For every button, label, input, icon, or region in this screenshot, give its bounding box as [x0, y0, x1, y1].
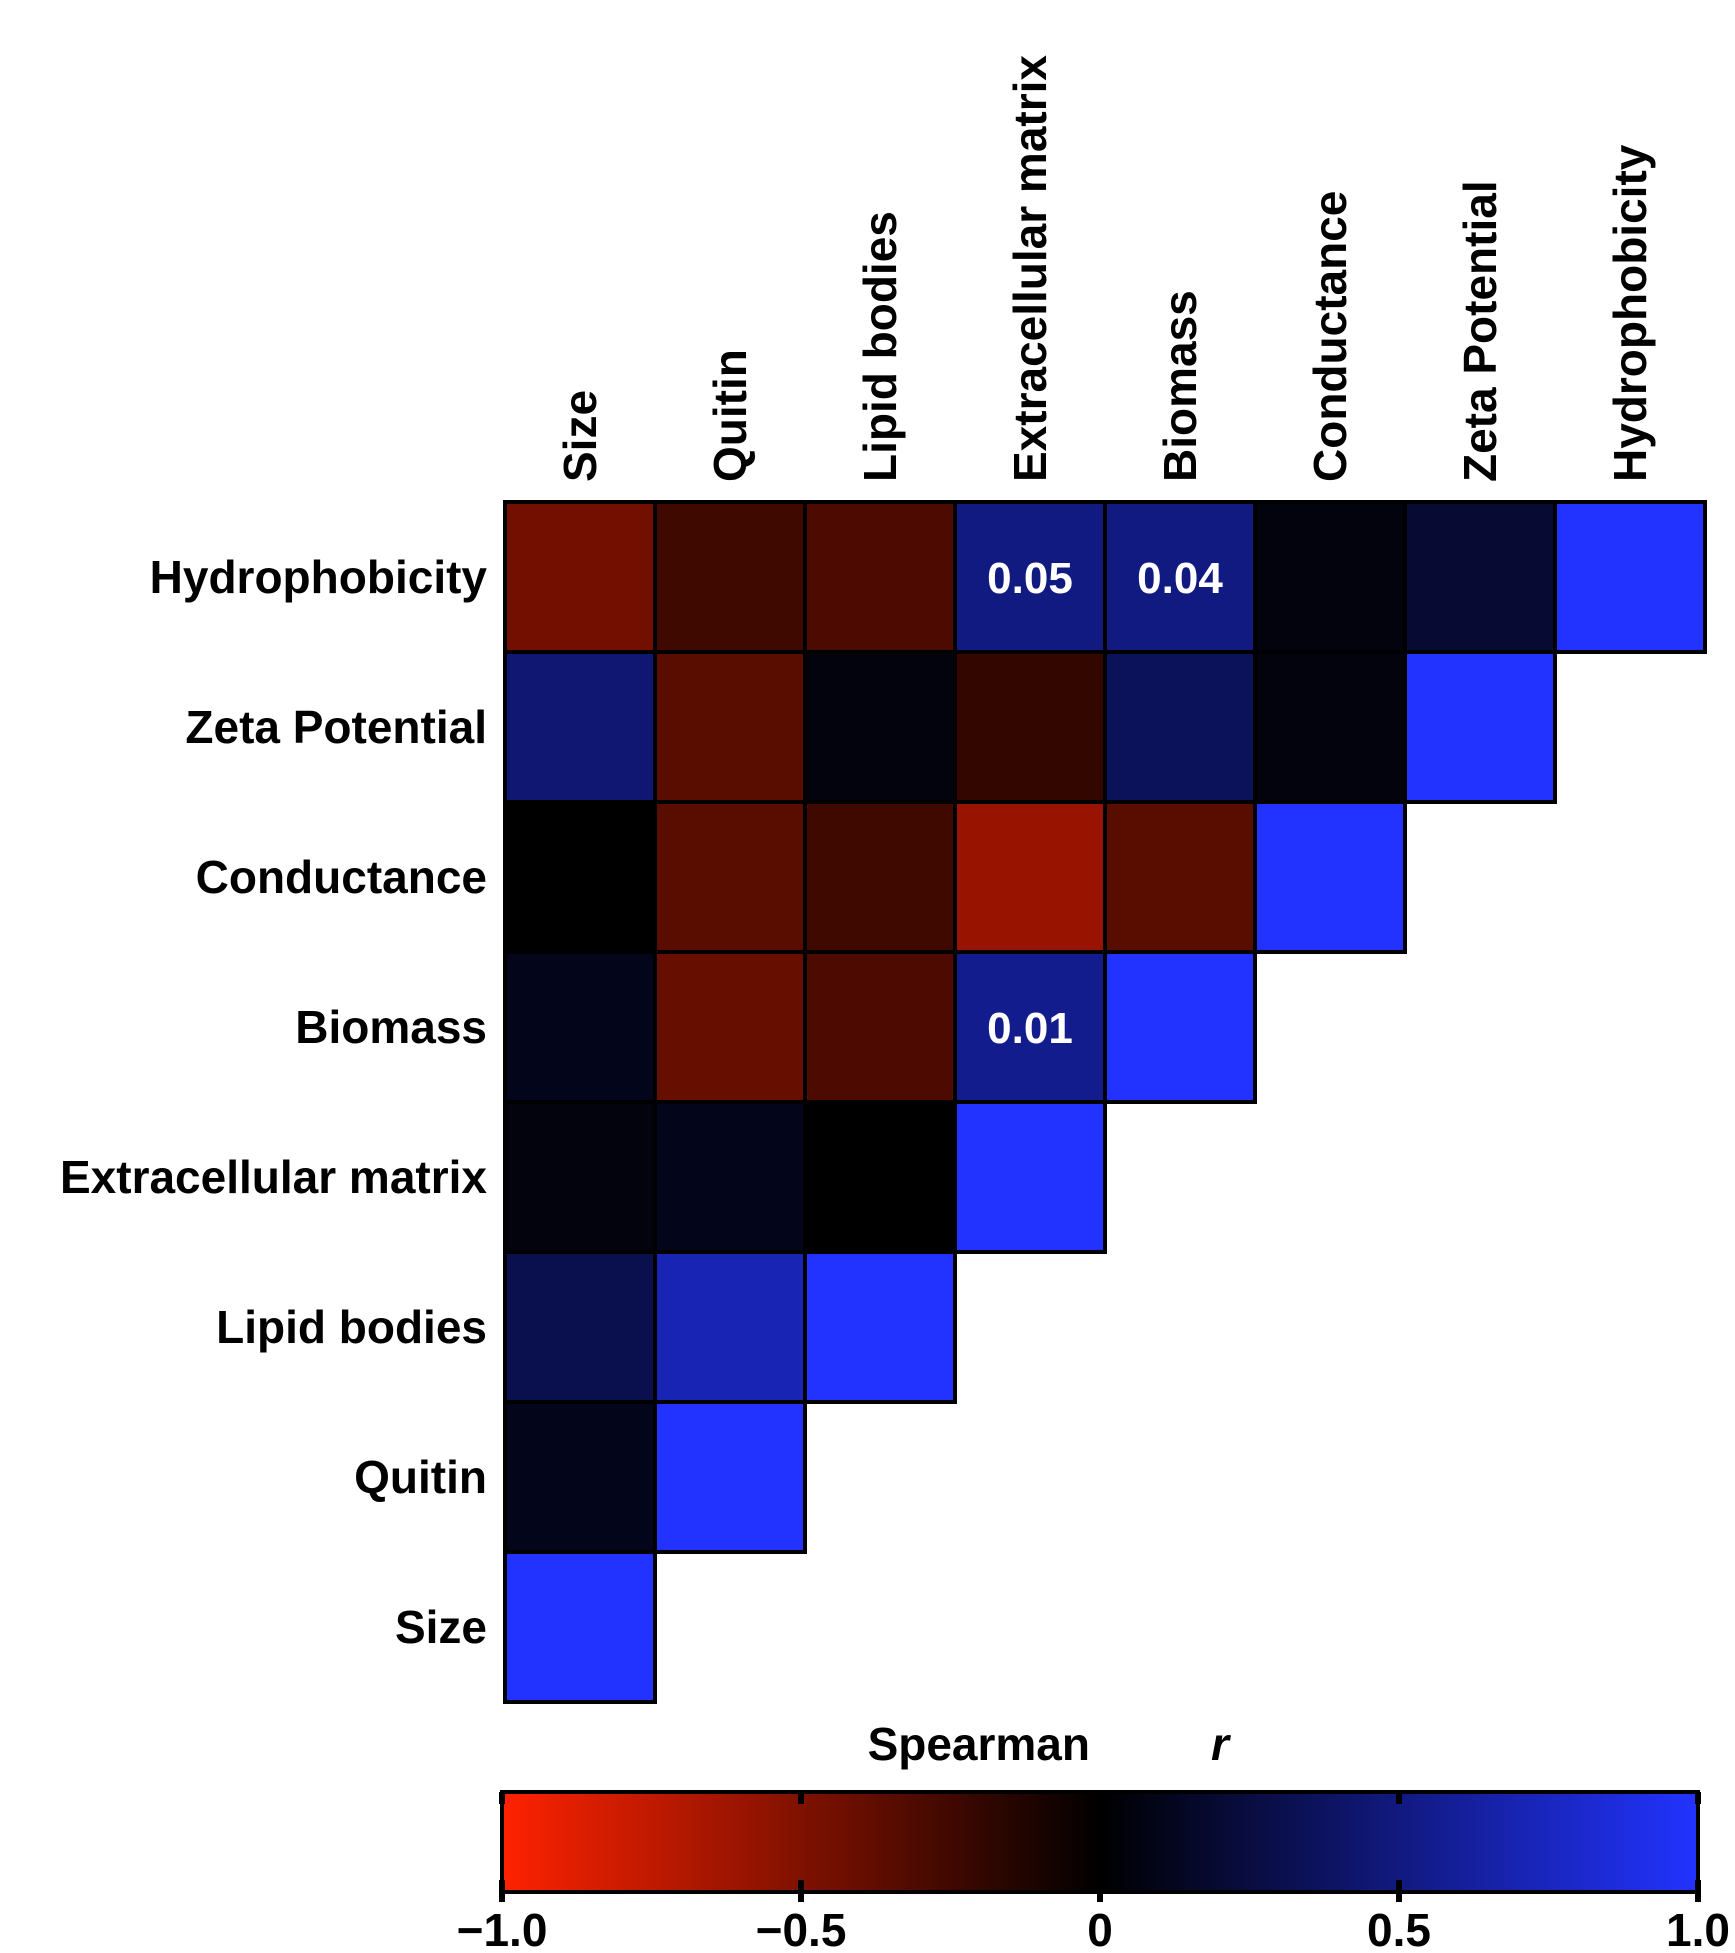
column-label-quitin: Quitin	[704, 349, 756, 482]
colorbar-title: Spearman	[868, 1718, 1090, 1770]
cell-value-label: 0.05	[987, 554, 1073, 603]
heatmap-cell-hydrophobicity-zeta-potential	[1403, 500, 1557, 654]
row-label-zeta-potential: Zeta Potential	[185, 701, 487, 753]
colorbar: Spearman r −1.0 −0.5 0 0.5 1.0	[457, 1718, 1730, 1953]
heatmap-cell-hydrophobicity-size	[503, 500, 657, 654]
heatmap-cell-hydrophobicity-biomass	[1103, 500, 1257, 654]
heatmap-cell-zeta-potential-size	[503, 650, 657, 804]
heatmap-cell-zeta-potential-biomass	[1103, 650, 1257, 804]
heatmap-cell-conductance-biomass	[1103, 800, 1257, 954]
heatmap-cell-hydrophobicity-lipid-bodies	[803, 500, 957, 654]
colorbar-tick-label: −0.5	[756, 1904, 847, 1953]
column-label-zeta-potential: Zeta Potential	[1454, 180, 1506, 482]
heatmap-cell-biomass-size	[503, 950, 657, 1104]
colorbar-tick-label: 1.0	[1666, 1904, 1730, 1953]
heatmap-cell-quitin-quitin	[653, 1400, 807, 1554]
column-label-lipid-bodies: Lipid bodies	[854, 211, 906, 482]
heatmap-cell-conductance-conductance	[1253, 800, 1407, 954]
row-label-biomass: Biomass	[295, 1001, 487, 1053]
heatmap-cell-extracellular-matrix-quitin	[653, 1100, 807, 1254]
heatmap-cell-zeta-potential-conductance	[1253, 650, 1407, 804]
row-label-lipid-bodies: Lipid bodies	[216, 1301, 487, 1353]
heatmap-cell-hydrophobicity-conductance	[1253, 500, 1407, 654]
column-labels: Size Quitin Lipid bodies Extracellular matr…	[554, 55, 1656, 482]
row-label-conductance: Conductance	[196, 851, 487, 903]
colorbar-title-symbol: r	[1211, 1718, 1231, 1770]
colorbar-ticks: −1.0 −0.5 0 0.5 1.0	[457, 1792, 1730, 1953]
cell-value-label: 0.04	[1137, 554, 1223, 603]
cell-value-label: 0.01	[987, 1004, 1073, 1053]
column-label-conductance: Conductance	[1304, 191, 1356, 482]
row-label-size: Size	[395, 1601, 487, 1653]
heatmap-cell-extracellular-matrix-extracellular-matrix	[953, 1100, 1107, 1254]
heatmap-cells: 0.05 0.04 0.01	[503, 500, 1707, 1704]
heatmap-cell-biomass-biomass	[1103, 950, 1257, 1104]
row-labels: Hydrophobicity Zeta Potential Conductance B…	[60, 551, 487, 1653]
heatmap-cell-biomass-lipid-bodies	[803, 950, 957, 1104]
column-label-extracellular-matrix: Extracellular matrix	[1004, 55, 1056, 482]
heatmap-cell-extracellular-matrix-lipid-bodies	[803, 1100, 957, 1254]
heatmap-cell-zeta-potential-quitin	[653, 650, 807, 804]
heatmap-cell-size-size	[503, 1550, 657, 1704]
row-label-hydrophobicity: Hydrophobicity	[150, 551, 488, 603]
heatmap-cell-zeta-potential-zeta-potential	[1403, 650, 1557, 804]
heatmap-cell-lipid-bodies-size	[503, 1250, 657, 1404]
heatmap-cell-conductance-quitin	[653, 800, 807, 954]
heatmap-cell-lipid-bodies-quitin	[653, 1250, 807, 1404]
column-label-hydrophobicity: Hydrophobicity	[1604, 144, 1656, 482]
heatmap-cell-hydrophobicity-hydrophobicity	[1553, 500, 1707, 654]
column-label-size: Size	[554, 390, 606, 482]
heatmap-cell-lipid-bodies-lipid-bodies	[803, 1250, 957, 1404]
heatmap-cell-conductance-size	[503, 800, 657, 954]
heatmap-cell-conductance-extracellular-matrix	[953, 800, 1107, 954]
column-label-biomass: Biomass	[1154, 290, 1206, 482]
colorbar-tick-label: 0	[1087, 1904, 1113, 1953]
row-label-quitin: Quitin	[354, 1451, 487, 1503]
heatmap-cell-hydrophobicity-quitin	[653, 500, 807, 654]
heatmap-cell-zeta-potential-extracellular-matrix	[953, 650, 1107, 804]
colorbar-tick-label: −1.0	[457, 1904, 548, 1953]
row-label-extracellular-matrix: Extracellular matrix	[60, 1151, 487, 1203]
heatmap-cell-hydrophobicity-extracellular-matrix	[953, 500, 1107, 654]
colorbar-tick-label: 0.5	[1367, 1904, 1431, 1953]
heatmap-cell-conductance-lipid-bodies	[803, 800, 957, 954]
colorbar-gradient	[500, 1790, 1700, 1894]
heatmap-cell-biomass-quitin	[653, 950, 807, 1104]
heatmap-cell-quitin-size	[503, 1400, 657, 1554]
heatmap-cell-extracellular-matrix-size	[503, 1100, 657, 1254]
heatmap-cell-zeta-potential-lipid-bodies	[803, 650, 957, 804]
